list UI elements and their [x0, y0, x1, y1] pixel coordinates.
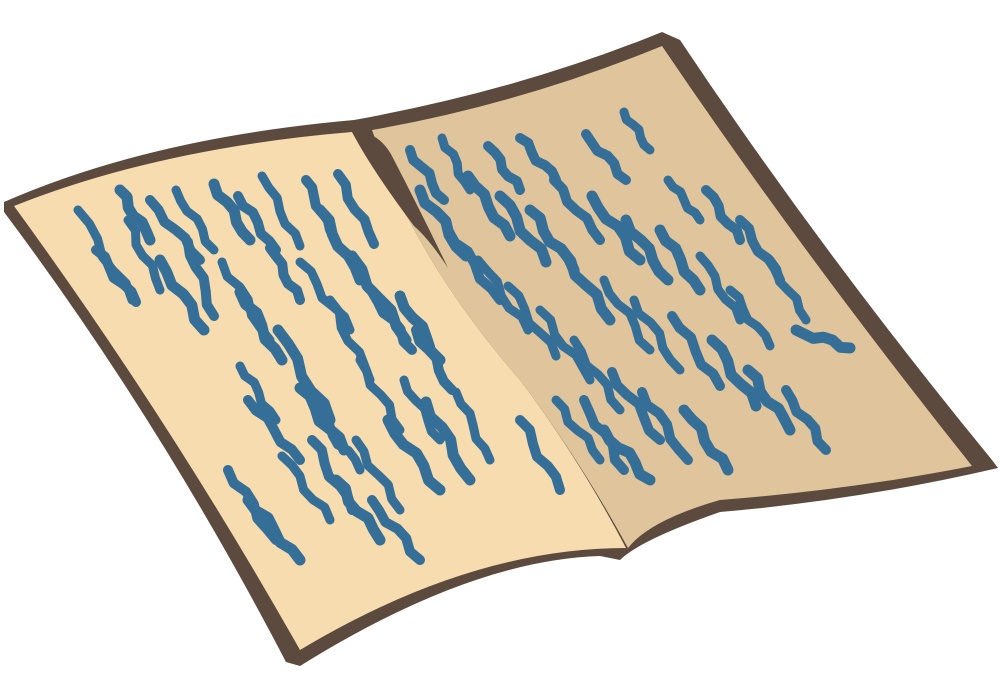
scribble-stroke [420, 396, 476, 486]
scribble-stroke [586, 190, 646, 266]
scribble-stroke [234, 286, 288, 366]
scribble-stroke [91, 245, 141, 307]
scribble-stroke [294, 382, 350, 456]
scribble-stroke [765, 255, 811, 325]
scribble-stroke [243, 395, 305, 465]
scribble-stroke [473, 255, 533, 335]
scribble-stroke [367, 287, 417, 355]
scribble-stroke [437, 133, 475, 195]
scribble-stroke [599, 275, 655, 355]
scribble-stroke [503, 281, 561, 361]
scribble-stroke [183, 237, 219, 321]
scribble-stroke [411, 325, 457, 395]
scribble-stroke [351, 435, 405, 515]
scribble-stroke [620, 214, 674, 286]
scribble-stroke [706, 334, 762, 412]
scribble-stroke [114, 184, 156, 246]
scribble-stroke [494, 190, 552, 268]
scribble-stroke [462, 170, 516, 242]
scribble-stroke [569, 335, 625, 415]
scribble-stroke [607, 367, 665, 445]
scribble-stroke [405, 145, 449, 205]
right-page [372, 46, 972, 548]
scribble-stroke [272, 324, 336, 426]
scribble-stroke [790, 324, 856, 354]
scribble-stroke [515, 415, 565, 495]
scribble-stroke [330, 474, 386, 546]
handwriting-scribbles [73, 107, 856, 566]
scribble-stroke [556, 244, 616, 326]
scribble-stroke [382, 414, 446, 496]
scribble-stroke [235, 361, 281, 425]
scribble-stroke [701, 185, 745, 245]
scribble-stroke [515, 133, 561, 185]
scribble-stroke [742, 364, 796, 436]
scribble-stroke [781, 385, 831, 455]
scribble-stroke [265, 243, 305, 305]
scribble-stroke [208, 178, 256, 246]
scribble-stroke [242, 494, 306, 566]
scribble-stroke [367, 495, 425, 565]
scribble-stroke [654, 224, 706, 296]
scribble-stroke [551, 395, 605, 465]
scribble-stroke [295, 257, 355, 335]
scribble-stroke [667, 311, 725, 391]
scribble-stroke [154, 254, 210, 336]
scribble-stroke [549, 175, 605, 245]
scribble-stroke [637, 387, 693, 465]
scribble-stroke [629, 295, 685, 375]
scribble-stroke [257, 171, 305, 251]
scribble-stroke [171, 185, 219, 255]
scribble-stroke [695, 251, 745, 325]
scribble-stroke [581, 129, 631, 185]
scribble-stroke [483, 141, 525, 195]
scribble-stroke [619, 107, 655, 155]
scribble-stroke [315, 411, 365, 475]
scribble-stroke [725, 285, 775, 351]
scribble-stroke [451, 387, 495, 465]
scribble-stroke [663, 175, 705, 225]
scribble-stroke [123, 215, 165, 295]
gutter-shadow [352, 131, 448, 268]
scribble-stroke [233, 191, 281, 255]
scribble-stroke [277, 451, 335, 525]
scribble-stroke [678, 404, 734, 476]
scribble-stroke [443, 225, 505, 305]
scribble-stroke [598, 424, 656, 486]
scribble-stroke [333, 169, 379, 249]
